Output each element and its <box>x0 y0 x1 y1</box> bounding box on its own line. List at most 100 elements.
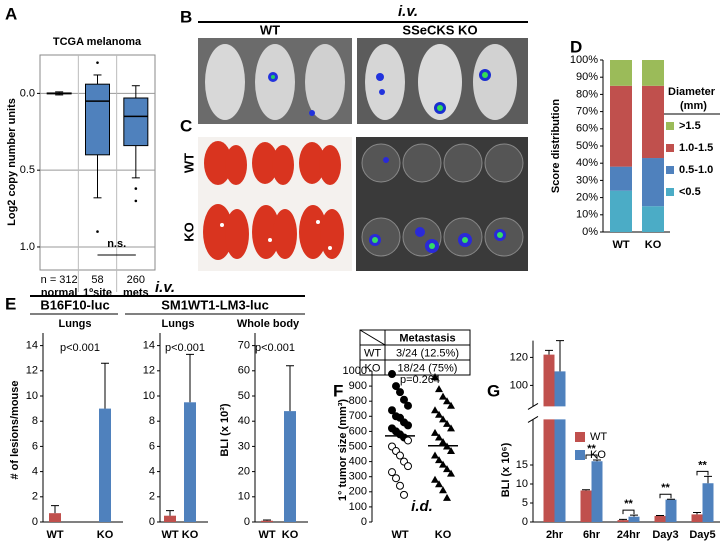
bar-segment <box>642 60 664 86</box>
y-tick-label: 0 <box>32 516 38 528</box>
significance: ** <box>587 443 596 455</box>
point <box>435 433 443 441</box>
bar-segment <box>642 158 664 207</box>
point <box>404 462 412 471</box>
x-tick-label: 24hr <box>617 529 641 541</box>
model-label: SM1WT1-LM3-luc <box>161 297 269 312</box>
outlier <box>96 61 99 64</box>
legend-swatch <box>575 450 585 460</box>
subtitle: Lungs <box>162 318 195 330</box>
x-tick-label: KO <box>645 239 662 251</box>
y-tick-label: 30% <box>576 174 598 186</box>
subtitle: Lungs <box>59 318 92 330</box>
y-tick-label: 100 <box>510 379 528 391</box>
bar-segment <box>610 85 632 167</box>
y-tick-label: 4 <box>32 466 38 478</box>
y-tick-label: 400 <box>349 456 367 468</box>
box <box>123 97 149 147</box>
point <box>396 481 404 490</box>
bracket <box>622 509 635 515</box>
point <box>388 406 396 415</box>
plot-frame <box>39 54 156 271</box>
column-label: WT <box>260 22 280 37</box>
point <box>388 468 396 477</box>
y-tick-label: 2 <box>149 491 155 503</box>
subtitle: Whole body <box>237 318 300 330</box>
outlier <box>134 187 138 190</box>
y-tick-label: 30 <box>238 440 250 452</box>
x-tick-label: KO <box>97 529 114 541</box>
legend-label: <0.5 <box>679 186 701 198</box>
y-tick-label: 14 <box>143 340 155 352</box>
y-tick-label: 6 <box>149 440 155 452</box>
x-tick-label: KO <box>182 529 199 541</box>
y-tick-label: 800 <box>349 395 367 407</box>
point <box>439 392 447 400</box>
bar-segment <box>642 206 664 232</box>
y-tick-label: 120 <box>510 351 528 363</box>
y-tick-label: 1000 <box>343 365 367 377</box>
table-frame <box>359 329 471 376</box>
y-tick-label: 0 <box>244 516 250 528</box>
bar <box>702 483 714 522</box>
point <box>396 451 404 460</box>
error-bar <box>51 505 59 514</box>
error-bar <box>593 459 601 462</box>
y-tick-label: 40% <box>576 157 598 169</box>
legend-label: 1.0-1.5 <box>679 142 713 154</box>
point <box>392 382 400 391</box>
y-tick-label: 2 <box>32 491 38 503</box>
x-tick-label: WT <box>612 239 629 251</box>
annotation: p<0.001 <box>255 342 295 354</box>
bracket <box>696 470 709 476</box>
legend-label: 0.5-1.0 <box>679 164 713 176</box>
point <box>404 421 412 430</box>
x-tick-label: WT <box>161 529 178 541</box>
bar <box>654 515 666 522</box>
point <box>431 451 439 459</box>
error-bar <box>630 514 638 517</box>
bar-segment <box>610 190 632 232</box>
point <box>435 480 443 488</box>
bar <box>591 461 603 522</box>
bar <box>617 520 629 522</box>
y-axis-label: BLI (x 10⁶) <box>500 442 512 497</box>
y-axis-label: Log2 copy number units <box>6 98 18 226</box>
point <box>435 385 443 393</box>
point <box>443 465 451 473</box>
bar <box>554 371 566 522</box>
legend-swatch <box>666 144 674 152</box>
point <box>431 406 439 414</box>
y-tick-label: 10% <box>576 209 598 221</box>
route-label: i.d. <box>411 498 433 515</box>
y-tick-label: 40 <box>238 415 250 427</box>
outlier <box>134 199 138 203</box>
y-tick-label: 200 <box>349 486 367 498</box>
x-tick-label: WT <box>46 529 63 541</box>
y-tick-label: 12 <box>26 365 38 377</box>
bar-segment <box>610 166 632 191</box>
bar <box>284 411 296 522</box>
x-tick-label: KO <box>282 529 299 541</box>
table-diagonal <box>359 329 386 346</box>
x-tick-label: 2hr <box>546 529 564 541</box>
y-tick-label: 90% <box>576 71 598 83</box>
legend-swatch <box>575 432 585 442</box>
y-tick-label: 0.5 <box>20 164 35 176</box>
x-tick-label: KO <box>435 529 452 541</box>
column-label: SSeCKS KO <box>402 22 477 37</box>
row-label: KO <box>181 222 196 242</box>
n-label: 58 <box>91 274 103 286</box>
error-bar <box>166 510 174 516</box>
point <box>443 493 451 501</box>
table-cell: WT <box>364 347 381 359</box>
bar <box>261 520 273 522</box>
annotation: n.s. <box>107 238 126 250</box>
table-cell: 3/24 (12.5%) <box>396 347 459 359</box>
point <box>447 424 455 432</box>
y-tick-label: 600 <box>349 425 367 437</box>
point <box>400 490 408 499</box>
point <box>431 373 439 381</box>
bar <box>164 515 176 522</box>
n-label: n = 312 <box>41 274 78 286</box>
